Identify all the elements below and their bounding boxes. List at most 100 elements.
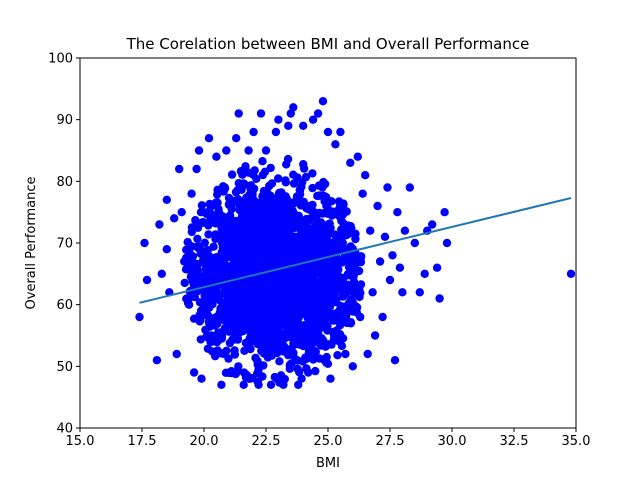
scatter-point [363,349,372,359]
scatter-point [242,193,251,202]
scatter-point [300,271,309,280]
scatter-point [266,206,275,216]
scatter-point [200,238,209,247]
scatter-point [291,212,301,221]
scatter-point [302,250,311,260]
scatter-point [230,350,240,359]
y-tick-label: 90 [56,113,73,128]
scatter-point [195,317,204,326]
scatter-point [200,291,209,300]
scatter-point [331,140,340,149]
scatter-point [248,193,257,202]
scatter-point [193,234,202,243]
scatter-point [276,209,286,219]
scatter-point [269,296,278,306]
scatter-point [258,225,268,235]
scatter-point [232,134,241,143]
scatter-point [428,220,437,229]
scatter-point [223,238,232,248]
scatter-point [197,201,207,210]
scatter-point [273,202,282,211]
x-tick-label: 20.0 [190,434,219,449]
scatter-point [244,168,253,177]
scatter-point [199,311,208,320]
scatter-point [289,341,298,350]
scatter-point [210,321,219,330]
scatter-point [224,354,233,363]
scatter-point [245,334,254,343]
scatter-point [140,238,149,248]
scatter-point [301,172,311,182]
scatter-point [233,335,242,344]
scatter-point [256,334,265,343]
scatter-point [290,332,299,341]
scatter-point [198,217,208,227]
scatter-point [274,246,284,255]
scatter-point [355,292,364,302]
scatter-point [338,238,347,248]
scatter-point [289,348,298,357]
scatter-point [368,288,377,297]
scatter-point [261,241,270,250]
scatter-point [281,271,290,280]
scatter-point [272,257,281,267]
scatter-point [312,232,321,241]
scatter-point [289,299,298,309]
scatter-point [311,366,320,376]
scatter-point [262,188,271,197]
scatter-point [212,253,221,262]
scatter-point [268,310,277,319]
scatter-point [308,169,317,178]
scatter-point [336,201,345,210]
scatter-point [341,349,350,359]
scatter-point [395,263,405,272]
scatter-point [246,295,256,304]
scatter-point [296,310,305,319]
scatter-point [330,282,339,291]
scatter-point [351,234,360,244]
scatter-point [187,189,196,198]
scatter-point [264,229,274,238]
scatter-point [299,229,308,239]
scatter-point [218,212,227,221]
scatter-point [302,264,312,274]
scatter-point [208,347,217,356]
scatter-point [321,358,331,367]
scatter-point [267,351,277,360]
scatter-point [251,231,260,241]
scatter-point [276,342,285,351]
scatter-point [318,209,328,218]
scatter-point [415,288,424,297]
scatter-point [261,146,271,155]
scatter-point [199,303,208,313]
scatter-point [301,280,310,289]
scatter-point [243,243,252,252]
scatter-point [172,349,181,359]
scatter-point [294,319,303,328]
scatter-point [276,371,286,380]
scatter-point [295,190,305,199]
scatter-point [199,277,208,286]
x-tick-label: 30.0 [438,434,467,449]
scatter-point [271,235,280,244]
scatter-point [234,109,243,118]
scatter-point [299,121,308,130]
scatter-point [297,182,306,191]
scatter-point [294,380,303,389]
x-axis-label: BMI [316,456,340,471]
scatter-point [315,268,324,277]
scatter-point [304,368,313,377]
scatter-point [319,191,328,200]
scatter-point [254,380,263,389]
scatter-point [297,374,306,383]
scatter-point [214,328,223,337]
scatter-point [223,293,233,302]
y-axis: 40 50 60 70 80 90 100 [48,52,80,437]
scatter-point [383,183,392,192]
y-tick-label: 40 [56,422,73,437]
scatter-point [303,201,312,211]
plot-area [135,97,576,389]
scatter-point [249,127,258,137]
scatter-point [284,121,293,130]
scatter-point [348,362,357,371]
